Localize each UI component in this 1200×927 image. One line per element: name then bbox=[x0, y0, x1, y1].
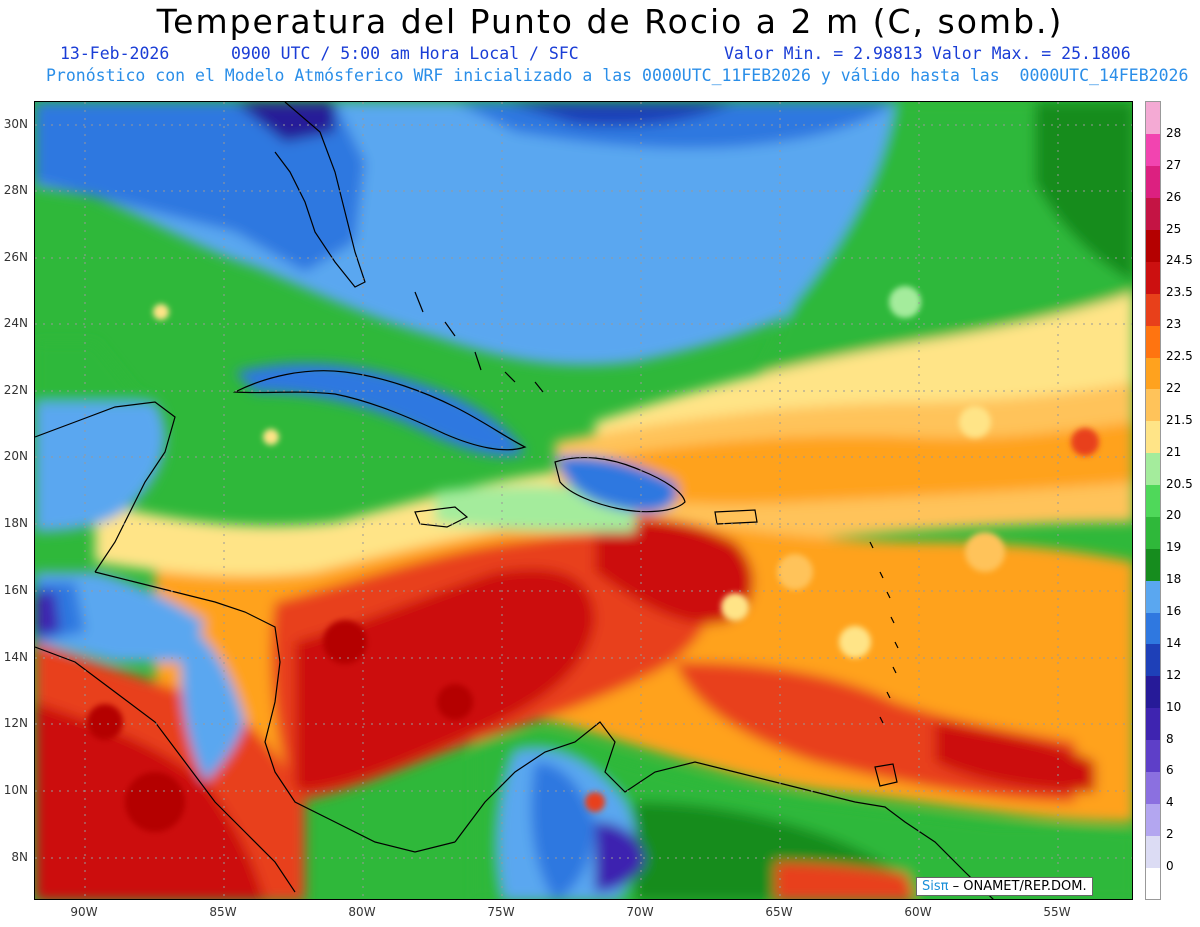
colorbar-level-label: 23 bbox=[1166, 317, 1182, 332]
colorbar-segment bbox=[1146, 325, 1160, 358]
colorbar-segment bbox=[1146, 675, 1160, 709]
graticule bbox=[35, 102, 1132, 899]
colorbar-segment bbox=[1146, 293, 1160, 326]
colorbar-level-label: 27 bbox=[1166, 157, 1182, 172]
colorbar-level-label: 6 bbox=[1166, 763, 1174, 778]
colorbar-segment bbox=[1146, 580, 1160, 613]
colorbar-segment bbox=[1146, 388, 1160, 422]
colorbar-segment bbox=[1146, 484, 1160, 517]
colorbar-level-label: 23.5 bbox=[1166, 285, 1193, 300]
colorbar-segment bbox=[1146, 867, 1160, 900]
lon-label-60w: 60W bbox=[904, 905, 932, 919]
colorbar-level-label: 14 bbox=[1166, 635, 1182, 650]
lon-label-55w: 55W bbox=[1043, 905, 1071, 919]
credit-text: – ONAMET/REP.DOM. bbox=[952, 879, 1087, 894]
lon-label-80w: 80W bbox=[348, 905, 376, 919]
lon-label-75w: 75W bbox=[487, 905, 515, 919]
lat-label-16n: 16N bbox=[3, 583, 28, 597]
colorbar-level-label: 25 bbox=[1166, 221, 1182, 236]
lat-label-24n: 24N bbox=[3, 316, 28, 330]
min-value: Valor Min. = 2.98813 bbox=[724, 44, 923, 63]
colorbar-segment bbox=[1146, 643, 1160, 677]
lon-label-85w: 85W bbox=[209, 905, 237, 919]
lat-label-30n: 30N bbox=[3, 117, 28, 131]
lon-label-70w: 70W bbox=[626, 905, 654, 919]
model-description: Pronóstico con el Modelo Atmósferico WRF… bbox=[46, 66, 1189, 85]
colorbar-segment bbox=[1146, 197, 1160, 230]
colorbar-level-label: 22.5 bbox=[1166, 349, 1193, 364]
chart-title: Temperatura del Punto de Rocio a 2 m (C,… bbox=[156, 2, 1064, 41]
colorbar-segment bbox=[1146, 133, 1160, 167]
lon-label-90w: 90W bbox=[70, 905, 98, 919]
sis-pi-logo: Sisπ bbox=[922, 879, 949, 894]
colorbar-level-label: 20 bbox=[1166, 508, 1182, 523]
forecast-date: 13-Feb-2026 bbox=[60, 44, 170, 63]
colorbar-level-label: 10 bbox=[1166, 699, 1182, 714]
colorbar-level-label: 2 bbox=[1166, 827, 1174, 842]
lat-label-26n: 26N bbox=[3, 250, 28, 264]
colorbar-segment bbox=[1146, 739, 1160, 772]
lat-label-14n: 14N bbox=[3, 650, 28, 664]
colorbar-segment bbox=[1146, 420, 1160, 454]
lat-label-20n: 20N bbox=[3, 449, 28, 463]
colorbar-level-label: 8 bbox=[1166, 731, 1174, 746]
colorbar-segment bbox=[1146, 102, 1160, 135]
colorbar-level-label: 19 bbox=[1166, 540, 1182, 555]
colorbar-segment bbox=[1146, 803, 1160, 836]
colorbar-segment bbox=[1146, 771, 1160, 804]
colorbar-level-label: 21 bbox=[1166, 444, 1182, 459]
lat-label-28n: 28N bbox=[3, 183, 28, 197]
credit-box: Sisπ – ONAMET/REP.DOM. bbox=[916, 877, 1093, 896]
colorbar-level-label: 18 bbox=[1166, 572, 1182, 587]
colorbar-level-label: 22 bbox=[1166, 380, 1182, 395]
lon-label-65w: 65W bbox=[765, 905, 793, 919]
colorbar-segment bbox=[1146, 548, 1160, 581]
max-value: Valor Max. = 25.1806 bbox=[932, 44, 1131, 63]
lat-label-8n: 8N bbox=[11, 850, 28, 864]
colorbar-level-label: 24.5 bbox=[1166, 253, 1193, 268]
colorbar-level-label: 12 bbox=[1166, 667, 1182, 682]
colorbar-segment bbox=[1146, 165, 1160, 199]
forecast-time: 0900 UTC / 5:00 am Hora Local / SFC bbox=[231, 44, 579, 63]
lat-label-18n: 18N bbox=[3, 516, 28, 530]
map-panel bbox=[34, 101, 1133, 900]
coastlines bbox=[35, 102, 994, 899]
colorbar-level-label: 4 bbox=[1166, 795, 1174, 810]
colorbar-segment bbox=[1146, 357, 1160, 390]
colorbar-level-label: 20.5 bbox=[1166, 476, 1193, 491]
colorbar-segment bbox=[1146, 261, 1160, 294]
colorbar-segment bbox=[1146, 707, 1160, 741]
lat-label-22n: 22N bbox=[3, 383, 28, 397]
colorbar-segment bbox=[1146, 516, 1160, 549]
colorbar bbox=[1145, 101, 1161, 900]
lat-label-10n: 10N bbox=[3, 783, 28, 797]
colorbar-level-label: 26 bbox=[1166, 189, 1182, 204]
colorbar-level-label: 0 bbox=[1166, 859, 1174, 874]
colorbar-level-label: 16 bbox=[1166, 604, 1182, 619]
lat-label-12n: 12N bbox=[3, 716, 28, 730]
colorbar-level-label: 21.5 bbox=[1166, 412, 1193, 427]
field-detail bbox=[87, 286, 1099, 832]
colorbar-segment bbox=[1146, 612, 1160, 645]
colorbar-segment bbox=[1146, 835, 1160, 868]
colorbar-segment bbox=[1146, 229, 1160, 262]
dewpoint-map bbox=[35, 102, 1132, 899]
colorbar-segment bbox=[1146, 452, 1160, 486]
colorbar-level-label: 28 bbox=[1166, 125, 1182, 140]
